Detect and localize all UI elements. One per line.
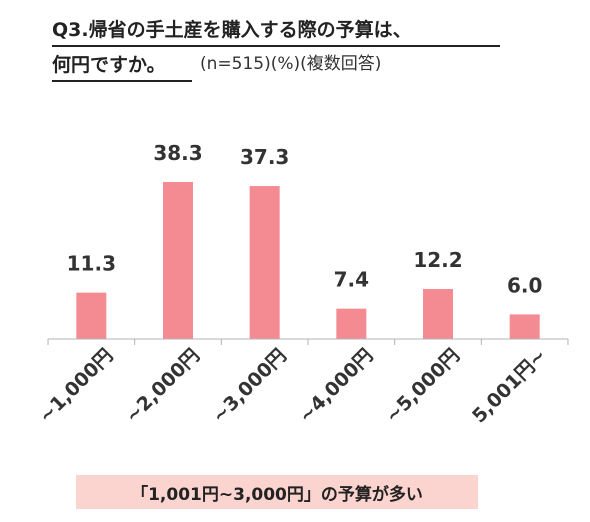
data-label: 7.4 [334, 268, 369, 292]
bar [249, 186, 280, 339]
x-tick-label: ~5,000円 [381, 345, 464, 428]
bar [423, 288, 453, 339]
callout-text: 「1,001円~3,000円」の予算が多い [131, 484, 423, 505]
title-line-1: Q3.帰省の手土産を購入する際の予算は、 [52, 16, 500, 47]
sample-info: (n=515)(%)(複数回答) [200, 54, 382, 74]
data-label: 11.3 [67, 252, 116, 276]
title-line-2: 何円ですか。 [52, 51, 192, 82]
data-label: 12.2 [413, 248, 462, 272]
data-label: 6.0 [507, 273, 542, 297]
data-label: 37.3 [240, 145, 289, 169]
bar [509, 314, 540, 339]
summary-callout: 「1,001円~3,000円」の予算が多い [76, 475, 478, 509]
x-tick-label: ~3,000円 [208, 345, 291, 428]
bar-chart: 11.3 38.3 37.3 7.4 12.2 6.0 ~1,000円 ~2,000円 ~3,0… [35, 141, 569, 428]
chart-title: Q3.帰省の手土産を購入する際の予算は、 何円ですか。 (n=515)(%)(複数… [52, 16, 502, 82]
x-tick-label: 5,001円~ [468, 345, 551, 428]
bar [76, 292, 107, 339]
bar [163, 181, 193, 339]
bar [336, 308, 367, 339]
x-tick-label: ~4,000円 [295, 345, 378, 428]
x-tick-label: ~1,000円 [35, 345, 118, 428]
x-tick-label: ~2,000円 [121, 345, 204, 428]
data-label: 38.3 [153, 141, 202, 165]
